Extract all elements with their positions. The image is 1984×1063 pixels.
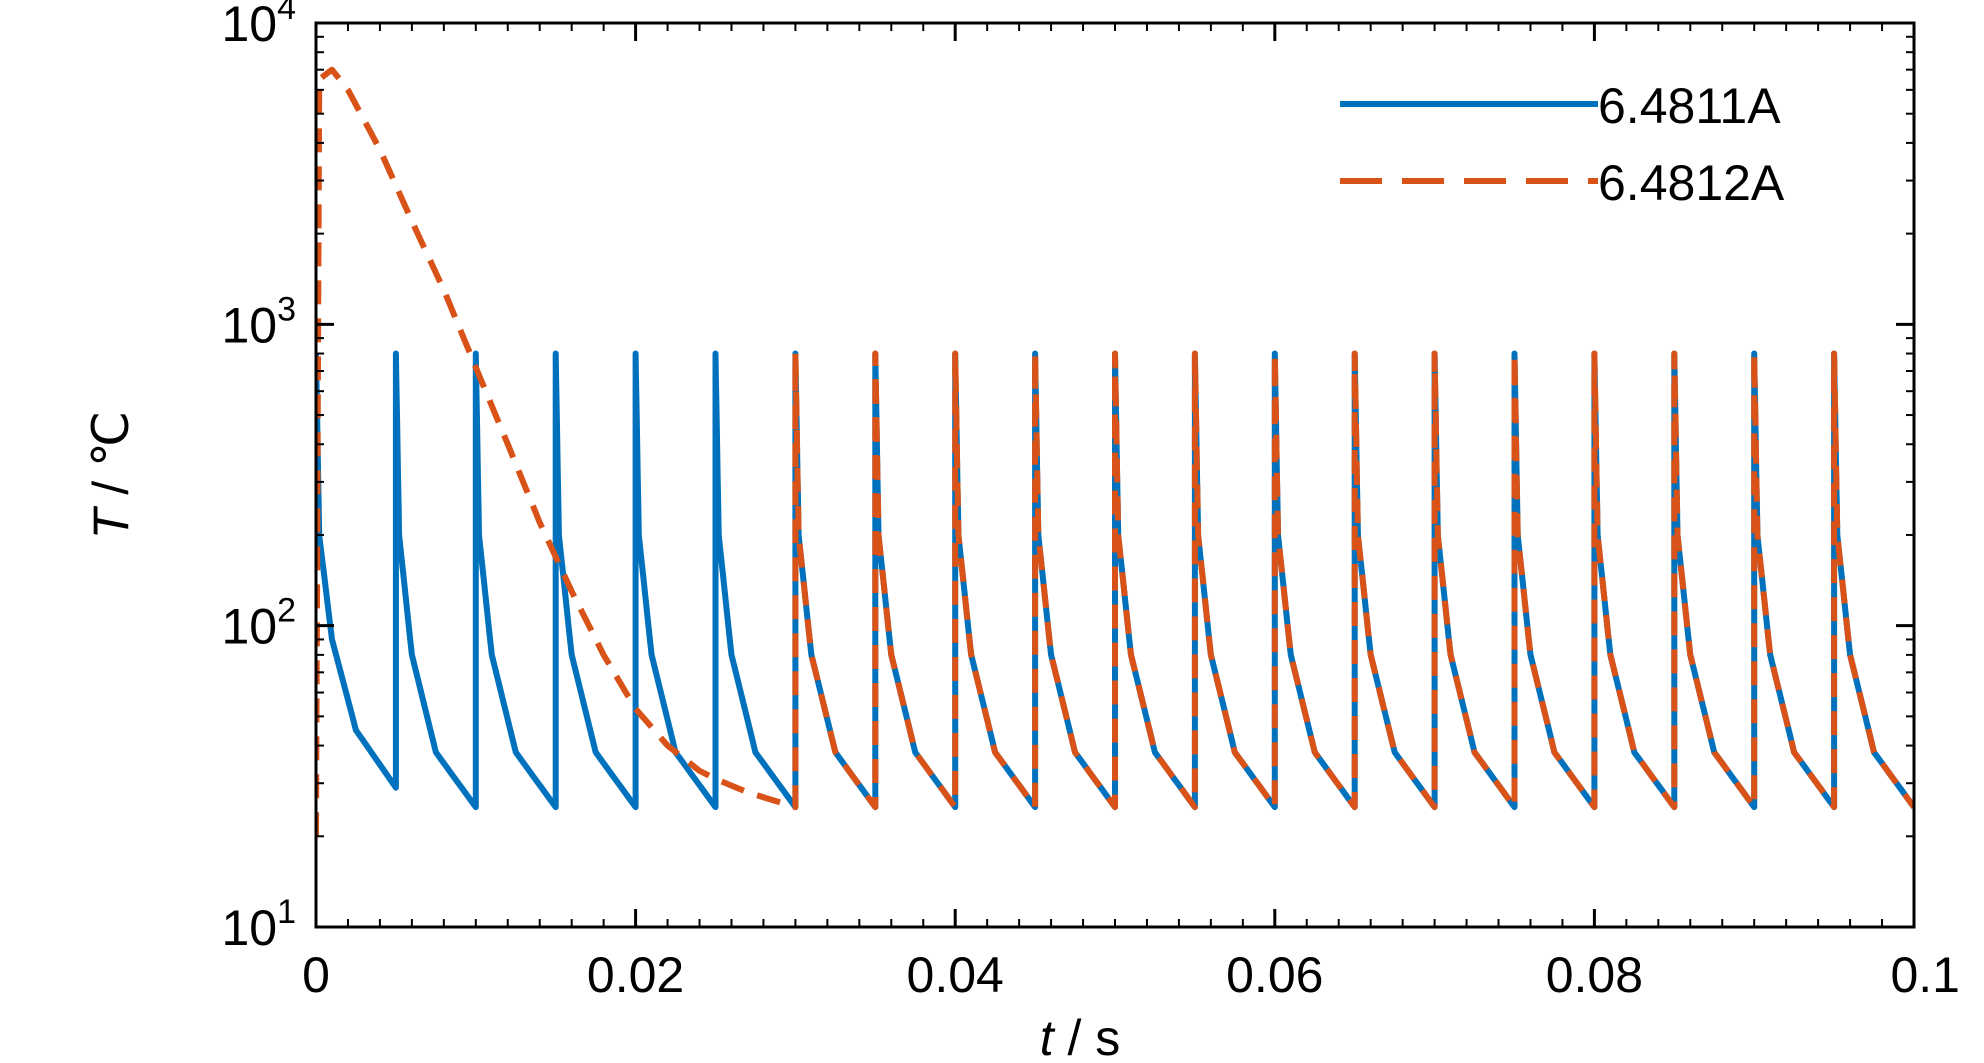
y-tick-exponent: 1 [277,893,296,931]
tick-layer [314,21,1916,929]
x-axis-title: t / s [1040,1010,1121,1063]
x-tick-labels: 0 0.02 0.04 0.06 0.08 0.1 [302,947,1960,1003]
y-tick-base: 10 [221,0,277,52]
y-tick-base: 10 [221,599,277,655]
y-tick-exponent: 4 [277,0,296,27]
x-tick-label: 0.06 [1226,947,1323,1003]
legend: 6.4811A 6.4812A [1340,78,1785,211]
series-line-2 [316,66,1914,837]
y-axis-variable: T [83,505,139,539]
y-tick-exponent: 2 [277,592,296,630]
series-layer [316,66,1914,837]
y-tick-label: 101 [221,893,296,956]
y-tick-label: 102 [221,592,296,655]
x-tick-label: 0.04 [907,947,1004,1003]
x-axis-variable: t [1040,1010,1056,1063]
legend-label-series-2: 6.4812A [1598,155,1785,211]
x-axis-unit: / s [1054,1010,1121,1063]
y-tick-label: 104 [221,0,296,52]
y-tick-exponent: 3 [277,290,296,328]
y-axis-unit: / ℃ [83,411,139,509]
x-tick-label: 0.08 [1546,947,1643,1003]
y-tick-base: 10 [221,900,277,956]
y-tick-label: 103 [221,290,296,353]
x-tick-label: 0.1 [1890,947,1960,1003]
y-axis-title: T / ℃ [83,411,139,539]
legend-label-series-1: 6.4811A [1598,78,1781,134]
y-tick-base: 10 [221,297,277,353]
x-tick-label: 0.02 [587,947,684,1003]
x-tick-label: 0 [302,947,330,1003]
